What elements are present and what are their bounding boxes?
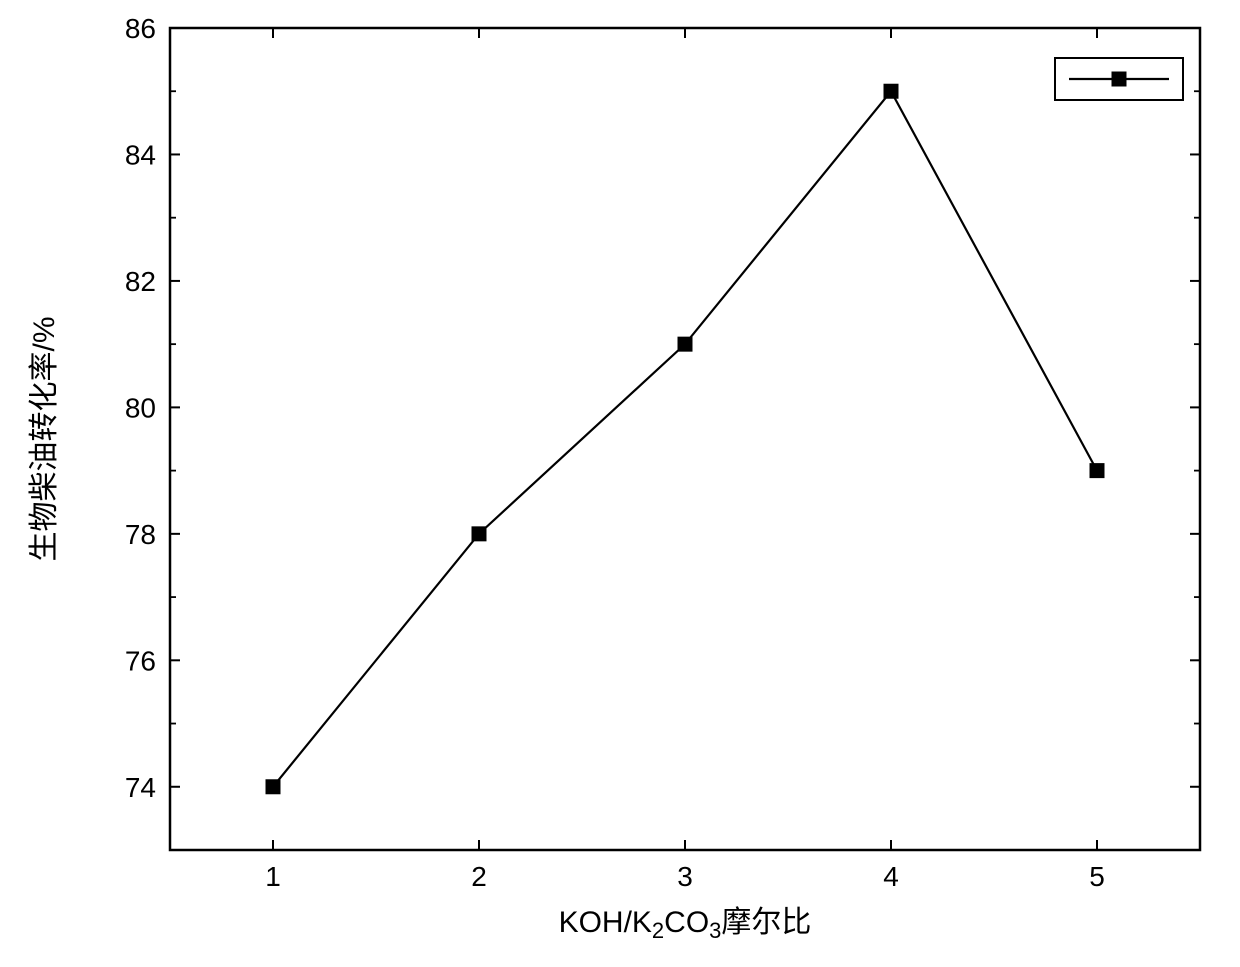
series-marker: [1090, 464, 1104, 478]
x-tick-label: 3: [677, 861, 693, 892]
legend-sample-marker: [1112, 72, 1126, 86]
x-tick-label: 5: [1089, 861, 1105, 892]
y-tick-label: 74: [125, 772, 156, 803]
y-tick-label: 76: [125, 645, 156, 676]
y-axis-label: 生物柴油转化率/%: [28, 316, 61, 561]
series-marker: [266, 780, 280, 794]
y-tick-label: 84: [125, 139, 156, 170]
series-marker: [678, 337, 692, 351]
y-tick-label: 78: [125, 519, 156, 550]
chart-svg: 1 2 3 4 5 74 76 78 80 82 84 86 KOH/K2CO3摩尔比 生物柴油转化率/%: [0, 0, 1240, 967]
series-marker: [884, 84, 898, 98]
x-tick-label: 1: [265, 861, 281, 892]
y-tick-label: 80: [125, 392, 156, 423]
series-marker: [472, 527, 486, 541]
y-tick-label: 82: [125, 266, 156, 297]
x-axis-label: KOH/K2CO3摩尔比: [559, 906, 812, 943]
y-tick-label: 86: [125, 13, 156, 44]
x-tick-label: 4: [883, 861, 899, 892]
chart-background: [0, 0, 1240, 967]
x-tick-label: 2: [471, 861, 487, 892]
chart-container: 1 2 3 4 5 74 76 78 80 82 84 86 KOH/K2CO3摩尔比 生物柴油转化率/%: [0, 0, 1240, 967]
